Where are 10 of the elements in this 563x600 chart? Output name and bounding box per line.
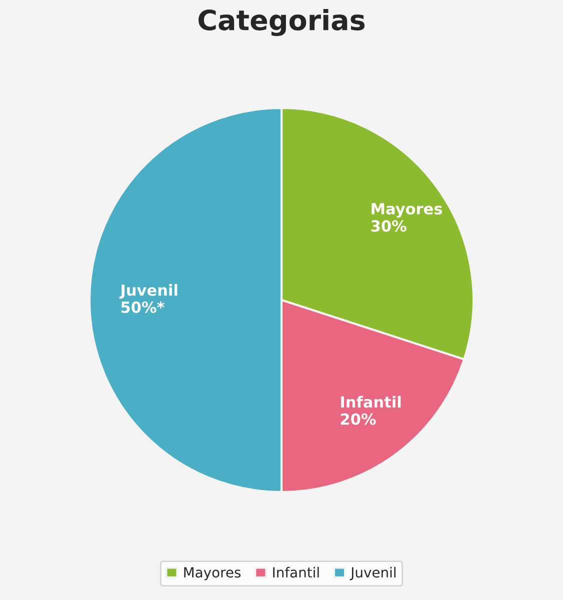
chart-title: Categorias: [198, 9, 365, 36]
legend-label: Mayores: [184, 567, 241, 580]
data-label: 20%: [340, 413, 376, 425]
data-label: 50%*: [121, 301, 164, 313]
data-label: 30%: [371, 220, 406, 232]
legend-label: Infantil: [273, 566, 319, 578]
legend-label: Juvenil: [350, 566, 396, 580]
slice-label: Mayores: [372, 203, 442, 218]
slice-label: Infantil: [341, 396, 401, 408]
slice-label: Juvenil: [119, 284, 178, 299]
